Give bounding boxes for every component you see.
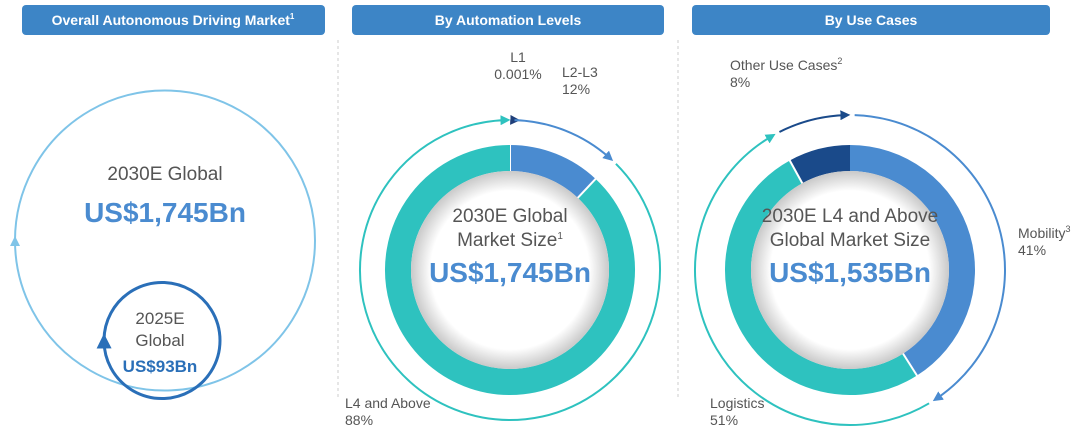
value-label: 88% xyxy=(345,412,373,428)
inner-label: Global xyxy=(135,331,184,350)
inner-value: US$93Bn xyxy=(123,357,198,376)
category-sup: 2 xyxy=(837,56,842,66)
category-label: Logistics xyxy=(710,395,764,411)
center-value: US$1,745Bn xyxy=(429,257,591,288)
center-sup: 1 xyxy=(557,231,563,242)
category-label: L2-L3 xyxy=(562,64,598,80)
value-label: 51% xyxy=(710,412,738,428)
center-value: US$1,535Bn xyxy=(769,257,931,288)
chart-title: By Automation Levels xyxy=(435,12,582,28)
center-line: 2030E L4 and Above xyxy=(762,206,938,227)
value-label: 12% xyxy=(562,81,590,97)
center-line: Global Market Size xyxy=(770,230,931,251)
category-label: Other Use Cases2 xyxy=(730,56,842,73)
value-label: 0.001% xyxy=(494,66,541,82)
category-sup: 3 xyxy=(1065,224,1070,234)
center-line: 2030E Global xyxy=(452,206,567,227)
category-name: L1 xyxy=(510,49,526,65)
outer-value: US$1,745Bn xyxy=(84,197,246,228)
center-line: Market Size xyxy=(457,230,557,251)
category-name: L2-L3 xyxy=(562,64,598,80)
value-label: 8% xyxy=(730,74,750,90)
donut-segment xyxy=(796,158,850,172)
center-label: Market Size1 xyxy=(457,230,563,251)
category-name: Other Use Cases xyxy=(730,57,837,73)
category-label: L4 and Above xyxy=(345,395,431,411)
chart-title: By Use Cases xyxy=(825,12,918,28)
panel-title: Overall Autonomous Driving Market1 xyxy=(52,12,295,28)
category-name: L4 and Above xyxy=(345,395,431,411)
outer-arc xyxy=(779,115,845,132)
inner-label: 2025E xyxy=(135,309,184,328)
category-label: Mobility3 xyxy=(1018,224,1070,241)
center-label: 2030E Global xyxy=(452,206,567,227)
center-label: Global Market Size xyxy=(770,230,931,251)
category-label: L1 xyxy=(510,49,526,65)
value-label: 41% xyxy=(1018,242,1046,258)
category-name: Mobility xyxy=(1018,225,1065,241)
center-label: 2030E L4 and Above xyxy=(762,206,938,227)
category-name: Logistics xyxy=(710,395,764,411)
outer-label: 2030E Global xyxy=(107,164,222,185)
